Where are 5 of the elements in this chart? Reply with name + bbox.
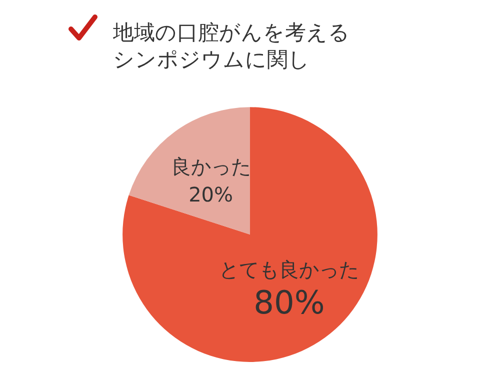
slice-label: とても良かった bbox=[219, 258, 360, 282]
data-label: 80% bbox=[254, 284, 325, 322]
slice-label: 良かった bbox=[170, 154, 251, 179]
chart-title: 地域の口腔がんを考えるシンポジウムに関し bbox=[112, 20, 350, 72]
data-label: 20% bbox=[188, 182, 234, 207]
